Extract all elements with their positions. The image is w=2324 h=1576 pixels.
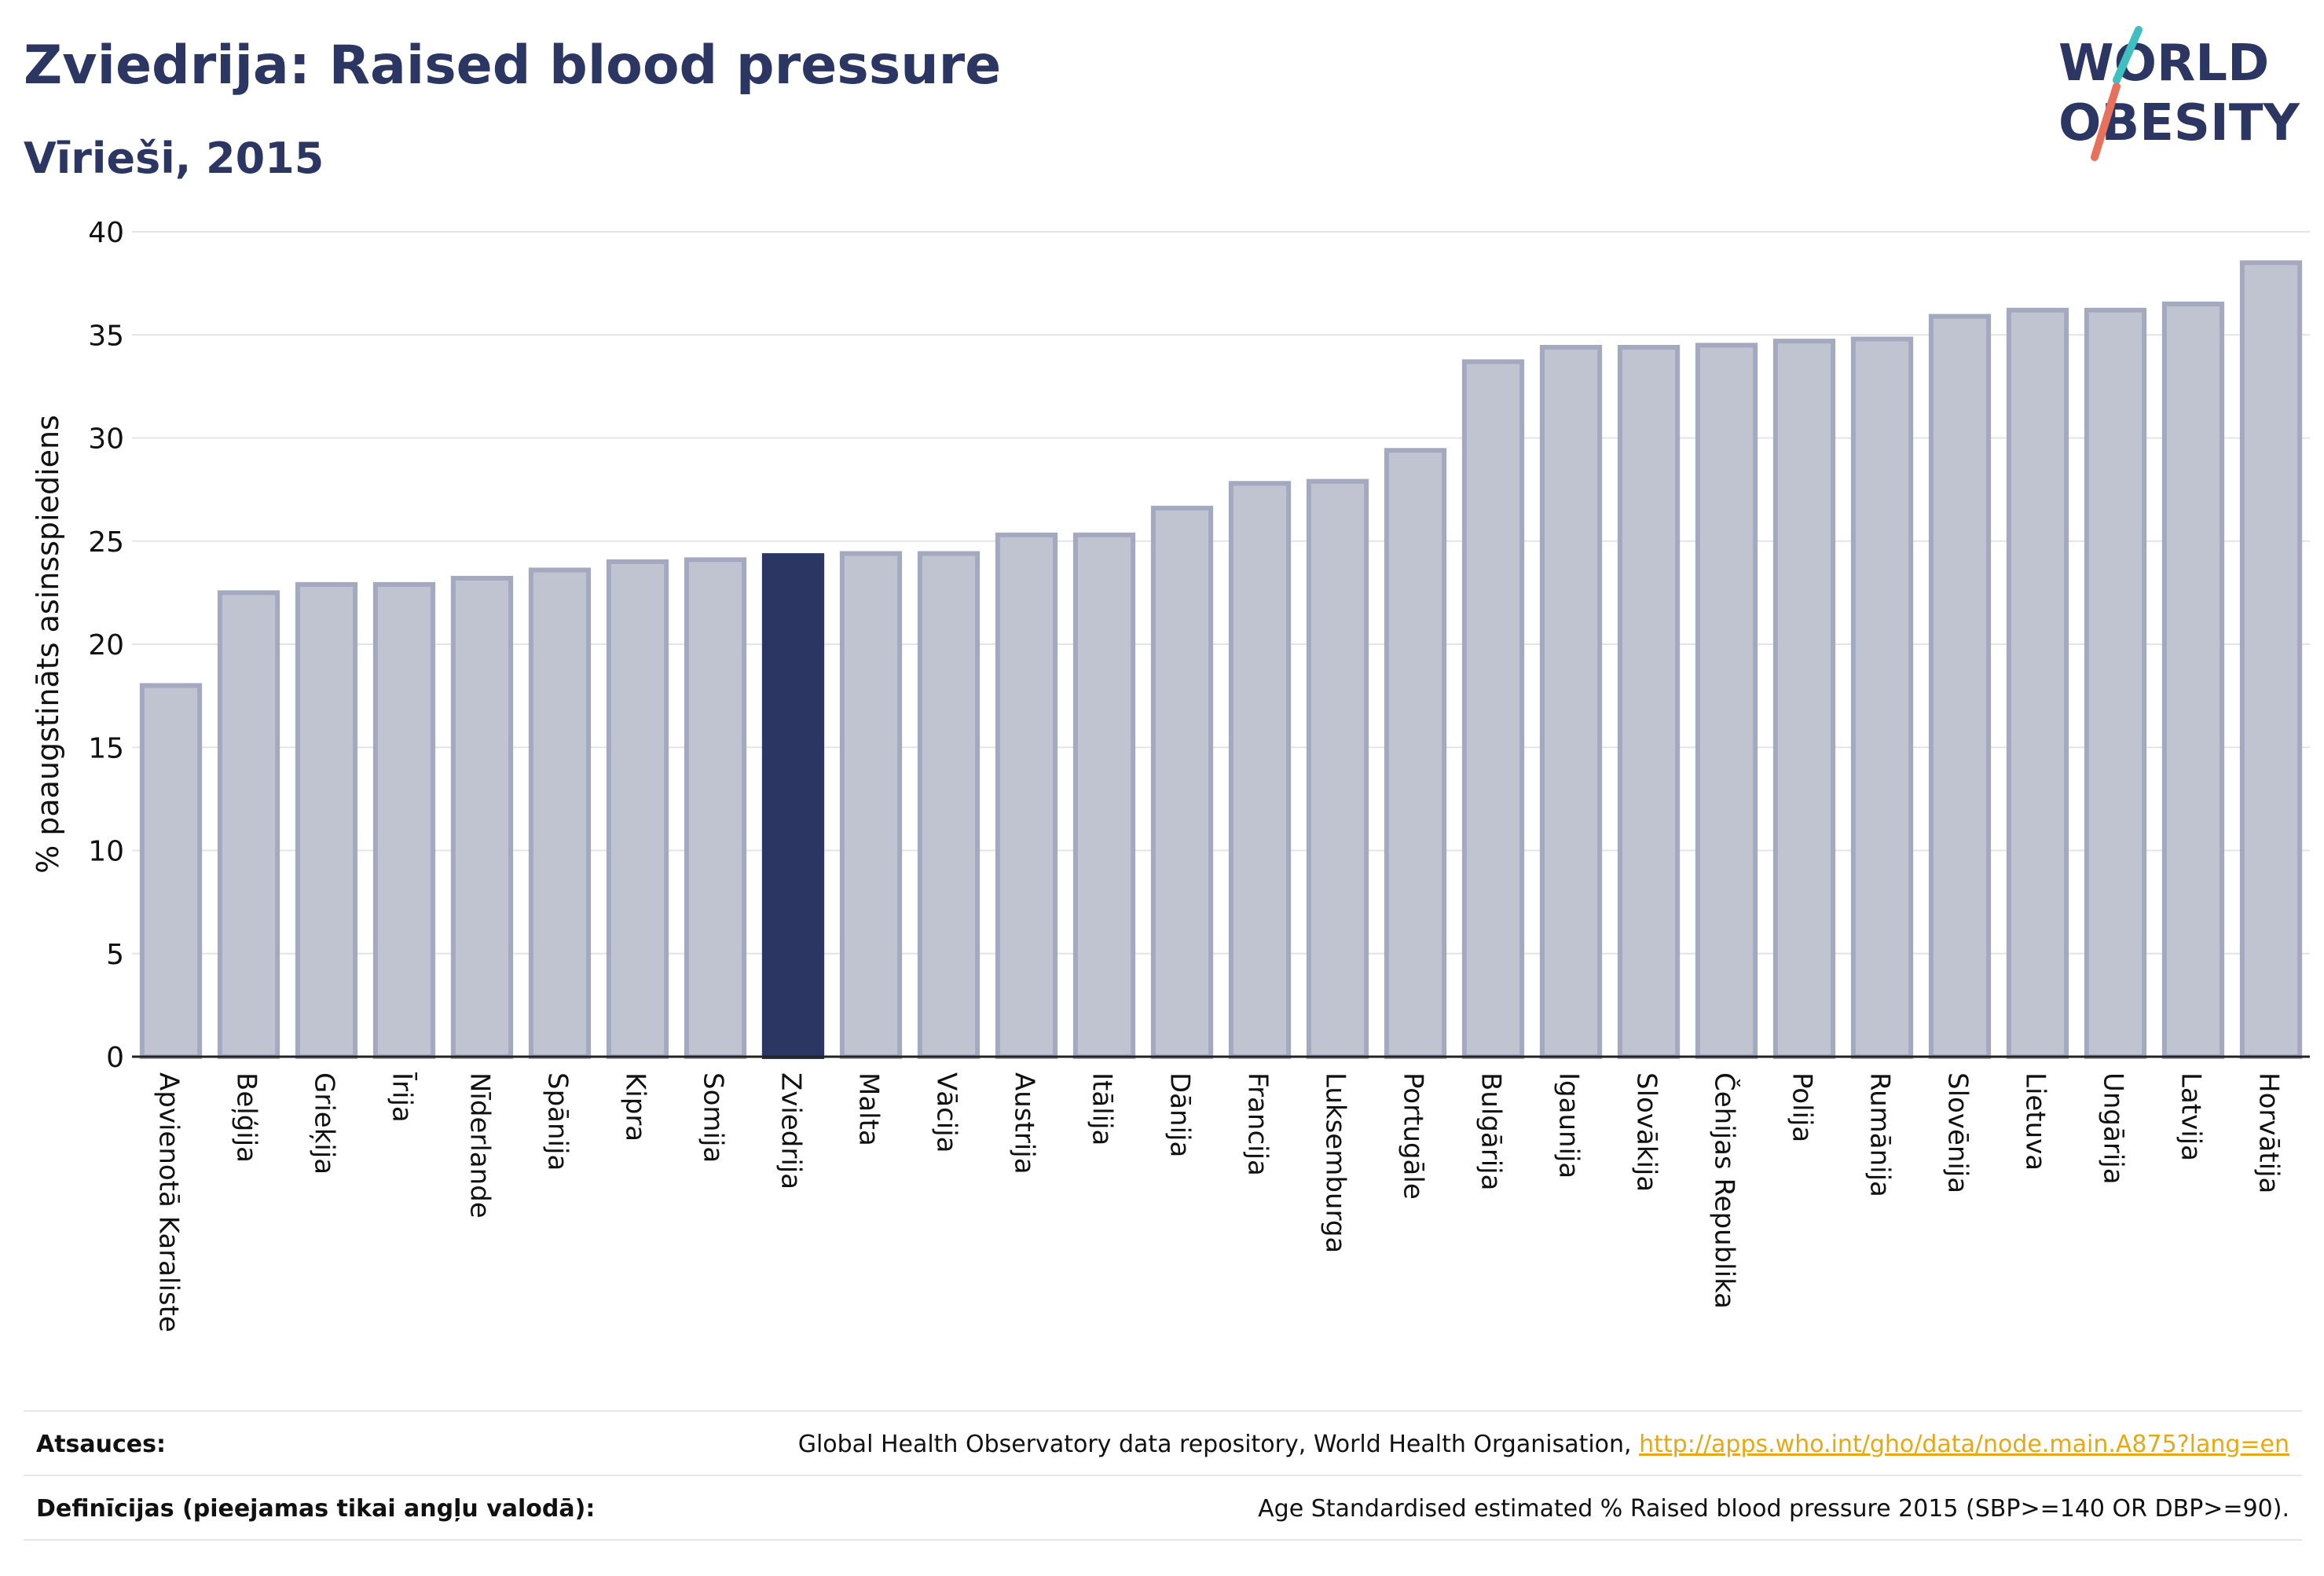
- x-tick-label: Malta: [853, 1072, 885, 1146]
- bar[interactable]: [1850, 336, 1914, 1059]
- x-tick-label: Nīderlande: [464, 1072, 496, 1219]
- logo-slash-teal: [2113, 26, 2143, 84]
- bar[interactable]: [372, 581, 436, 1059]
- bar[interactable]: [217, 590, 280, 1059]
- bar[interactable]: [1617, 345, 1681, 1059]
- y-tick-label: 0: [106, 1042, 124, 1074]
- x-tick-label: Itālija: [1087, 1072, 1118, 1145]
- y-tick-label: 35: [88, 320, 124, 352]
- x-tick-label: Rumānija: [1864, 1072, 1896, 1197]
- bars: [139, 260, 2303, 1059]
- x-tick-label: Īrija: [387, 1072, 418, 1123]
- definitions-value: Age Standardised estimated % Raised bloo…: [1258, 1494, 2289, 1523]
- sources-value: Global Health Observatory data repositor…: [798, 1431, 2302, 1458]
- sources-text: Global Health Observatory data repositor…: [797, 1430, 1632, 1458]
- definitions-row: Definīcijas (pieejamas tikai angļu valod…: [24, 1475, 2302, 1541]
- bar[interactable]: [839, 551, 903, 1059]
- x-tick-label: Grieķija: [309, 1072, 340, 1175]
- x-tick-label: Lietuva: [2020, 1072, 2051, 1171]
- y-tick-labels: 0 5 10 15 20 25 30 35 40: [88, 217, 124, 1074]
- bar[interactable]: [1072, 532, 1136, 1059]
- bar[interactable]: [2006, 307, 2069, 1059]
- bar[interactable]: [450, 576, 514, 1059]
- world-obesity-logo: WORLD OBESITY: [2058, 26, 2300, 161]
- y-tick-label: 20: [88, 629, 124, 662]
- x-tick-label: Kipra: [620, 1072, 651, 1142]
- bar[interactable]: [1928, 313, 1992, 1059]
- x-tick-label: Beļģija: [231, 1072, 262, 1163]
- bar[interactable]: [2161, 301, 2225, 1059]
- x-tick-label: Čehijas Republika: [1709, 1072, 1741, 1309]
- bar[interactable]: [1695, 343, 1758, 1059]
- logo-slash-coral: [2091, 82, 2121, 161]
- bar[interactable]: [1384, 448, 1447, 1059]
- bar[interactable]: [1772, 339, 1836, 1059]
- chart-title: Zviedrija: Raised blood pressure: [24, 35, 1002, 97]
- bar[interactable]: [606, 559, 669, 1059]
- x-tick-label: Slovākija: [1631, 1072, 1662, 1192]
- y-tick-label: 25: [88, 526, 124, 559]
- x-tick-label: Dānija: [1164, 1072, 1196, 1157]
- logo-line1: WORLD: [2058, 35, 2269, 93]
- x-tick-label: Horvātija: [2253, 1072, 2285, 1193]
- x-tick-label: Bulgārija: [1475, 1072, 1507, 1190]
- bar[interactable]: [1150, 505, 1214, 1059]
- bar-chart: 0 5 10 15 20 25 30 35 40 Apvienotā Karaliste Beļģ…: [31, 217, 2310, 1332]
- bar[interactable]: [528, 567, 592, 1059]
- sources-row: Atsauces: Global Health Observatory data…: [24, 1410, 2302, 1476]
- bar[interactable]: [684, 557, 747, 1059]
- bar[interactable]: [2084, 307, 2147, 1059]
- bar[interactable]: [295, 581, 358, 1059]
- definitions-label: Definīcijas (pieejamas tikai angļu valod…: [36, 1494, 596, 1523]
- chart-subtitle: Vīrieši, 2015: [24, 134, 324, 183]
- y-axis-label: % paaugstināts asinsspiediens: [31, 415, 65, 874]
- x-tick-label: Luksemburga: [1320, 1072, 1351, 1253]
- x-tick-label: Portugāle: [1398, 1072, 1429, 1200]
- x-tick-label: Vācija: [931, 1072, 962, 1153]
- y-tick-label: 10: [88, 836, 124, 868]
- x-tick-label: Apvienotā Karaliste: [153, 1072, 185, 1332]
- bar[interactable]: [1539, 345, 1603, 1059]
- x-tick-labels: Apvienotā Karaliste Beļģija Grieķija Īrija N…: [153, 1072, 2285, 1332]
- bar[interactable]: [995, 532, 1058, 1059]
- x-tick-label: Francija: [1242, 1072, 1274, 1176]
- x-tick-label: Igaunija: [1553, 1072, 1585, 1178]
- bar[interactable]: [1461, 359, 1525, 1059]
- x-tick-label: Austrija: [1009, 1072, 1040, 1175]
- sources-link[interactable]: http://apps.who.int/gho/data/node.main.A…: [1639, 1430, 2289, 1458]
- bar[interactable]: [917, 551, 981, 1059]
- y-tick-label: 15: [88, 732, 124, 764]
- y-tick-label: 30: [88, 423, 124, 456]
- y-tick-label: 5: [106, 939, 124, 971]
- x-tick-label: Spānija: [542, 1072, 574, 1171]
- x-tick-label: Polija: [1787, 1072, 1818, 1142]
- x-tick-label: Latvija: [2176, 1072, 2207, 1161]
- sources-label: Atsauces:: [36, 1430, 166, 1458]
- bar[interactable]: [139, 683, 203, 1059]
- bar[interactable]: [761, 553, 825, 1059]
- x-tick-label: Zviedrija: [775, 1072, 807, 1189]
- x-tick-label: Ungārija: [2098, 1072, 2129, 1185]
- x-tick-label: Slovēnija: [1942, 1072, 1974, 1193]
- x-tick-label: Somija: [698, 1072, 729, 1163]
- bar[interactable]: [2239, 260, 2303, 1059]
- y-tick-label: 40: [88, 217, 124, 249]
- bar[interactable]: [1228, 481, 1292, 1059]
- footer-divider: [24, 1539, 2302, 1541]
- bar[interactable]: [1306, 478, 1369, 1059]
